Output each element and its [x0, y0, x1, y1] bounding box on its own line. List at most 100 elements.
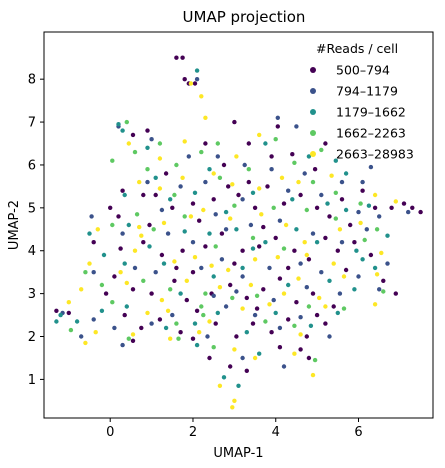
scatter-point — [159, 252, 165, 258]
scatter-point — [130, 287, 136, 292]
scatter-point — [406, 209, 411, 215]
y-tick-label: 6 — [28, 158, 36, 173]
scatter-point — [232, 119, 237, 125]
scatter-point — [219, 257, 225, 262]
scatter-point — [228, 216, 233, 221]
scatter-point — [188, 81, 194, 86]
scatter-point — [261, 287, 266, 292]
points-layer — [54, 55, 423, 410]
scatter-point — [130, 338, 136, 343]
scatter-point — [203, 179, 208, 185]
scatter-point — [213, 212, 218, 217]
scatter-point — [244, 368, 249, 373]
scatter-point — [180, 175, 185, 180]
scatter-point — [149, 291, 154, 296]
scatter-point — [323, 304, 328, 309]
scatter-point — [360, 179, 365, 185]
scatter-point — [130, 332, 136, 337]
scatter-point — [168, 287, 173, 292]
scatter-point — [273, 235, 278, 241]
scatter-point — [174, 162, 179, 168]
scatter-point — [137, 179, 142, 185]
scatter-point — [306, 257, 312, 262]
scatter-point — [157, 156, 163, 161]
scatter-point — [182, 139, 187, 144]
scatter-point — [147, 222, 152, 228]
scatter-point — [273, 137, 278, 142]
scatter-point — [333, 158, 338, 163]
scatter-point — [126, 336, 131, 341]
scatter-point — [213, 321, 218, 326]
scatter-point — [165, 308, 171, 313]
scatter-point — [99, 308, 105, 313]
scatter-point — [323, 321, 328, 326]
scatter-point — [211, 171, 216, 176]
scatter-point — [252, 205, 258, 210]
scatter-point — [194, 77, 200, 82]
scatter-point — [254, 293, 260, 298]
legend-label: 1179–1662 — [336, 105, 406, 120]
scatter-point — [418, 209, 423, 215]
scatter-point — [174, 265, 179, 271]
scatter-point — [329, 173, 334, 178]
scatter-point — [217, 175, 223, 180]
scatter-point — [170, 205, 175, 210]
scatter-point — [199, 149, 204, 155]
y-tick-label: 2 — [28, 330, 36, 345]
scatter-point — [271, 297, 276, 303]
scatter-point — [165, 231, 171, 236]
scatter-point — [252, 312, 258, 318]
scatter-point — [58, 312, 63, 318]
scatter-point — [112, 325, 117, 331]
scatter-point — [197, 330, 202, 335]
scatter-point — [356, 274, 361, 279]
scatter-point — [112, 274, 117, 279]
scatter-point — [234, 227, 239, 232]
scatter-point — [372, 265, 378, 271]
scatter-point — [201, 312, 206, 318]
scatter-point — [120, 342, 125, 348]
scatter-point — [275, 124, 280, 129]
scatter-point — [352, 287, 357, 292]
scatter-point — [197, 218, 202, 223]
scatter-point — [159, 207, 165, 213]
scatter-point — [368, 164, 374, 170]
scatter-point — [103, 291, 109, 296]
scatter-point — [379, 250, 384, 256]
scatter-point — [124, 119, 129, 125]
scatter-point — [385, 233, 390, 238]
scatter-point — [319, 147, 324, 153]
scatter-point — [110, 158, 115, 163]
scatter-point — [240, 274, 245, 279]
scatter-point — [306, 154, 312, 159]
scatter-point — [161, 220, 167, 226]
scatter-point — [228, 282, 233, 288]
scatter-point — [110, 222, 115, 228]
scatter-point — [325, 201, 330, 206]
y-tick-label: 5 — [28, 201, 36, 216]
scatter-point — [182, 214, 187, 219]
scatter-point — [217, 285, 223, 290]
scatter-point — [126, 222, 131, 228]
scatter-point — [250, 246, 256, 251]
scatter-point — [372, 302, 378, 307]
scatter-point — [174, 55, 179, 60]
scatter-point — [116, 214, 121, 219]
scatter-point — [314, 312, 320, 318]
scatter-point — [352, 240, 357, 245]
scatter-point — [172, 192, 177, 198]
scatter-point — [294, 227, 299, 232]
scatter-point — [348, 222, 353, 228]
scatter-point — [240, 306, 245, 311]
scatter-point — [298, 347, 303, 352]
scatter-point — [199, 94, 204, 99]
scatter-point — [145, 145, 150, 150]
scatter-point — [281, 246, 287, 251]
scatter-point — [122, 312, 127, 318]
scatter-point — [310, 179, 316, 185]
x-tick-label: 0 — [106, 425, 114, 440]
scatter-point — [257, 244, 262, 249]
scatter-point — [341, 306, 347, 311]
scatter-point — [141, 240, 146, 245]
scatter-point — [317, 295, 322, 301]
